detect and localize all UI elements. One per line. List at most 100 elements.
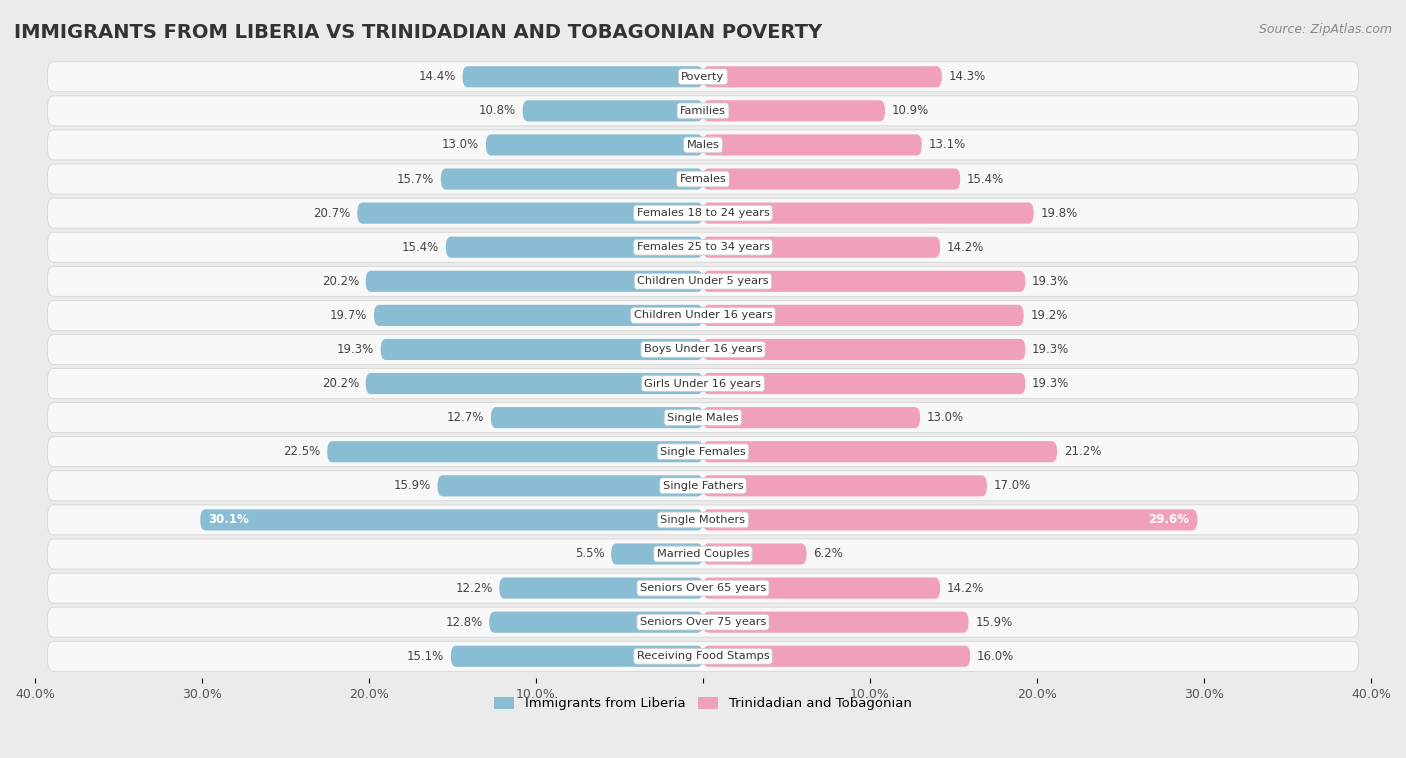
Text: Females 25 to 34 years: Females 25 to 34 years: [637, 243, 769, 252]
FancyBboxPatch shape: [48, 402, 1358, 433]
Text: 5.5%: 5.5%: [575, 547, 605, 560]
FancyBboxPatch shape: [48, 266, 1358, 296]
FancyBboxPatch shape: [703, 475, 987, 496]
FancyBboxPatch shape: [366, 373, 703, 394]
Text: 19.3%: 19.3%: [1032, 377, 1070, 390]
FancyBboxPatch shape: [48, 198, 1358, 228]
Text: IMMIGRANTS FROM LIBERIA VS TRINIDADIAN AND TOBAGONIAN POVERTY: IMMIGRANTS FROM LIBERIA VS TRINIDADIAN A…: [14, 23, 823, 42]
FancyBboxPatch shape: [703, 100, 884, 121]
FancyBboxPatch shape: [446, 236, 703, 258]
Text: 13.0%: 13.0%: [441, 139, 479, 152]
FancyBboxPatch shape: [48, 539, 1358, 569]
FancyBboxPatch shape: [328, 441, 703, 462]
FancyBboxPatch shape: [48, 232, 1358, 262]
FancyBboxPatch shape: [703, 168, 960, 190]
Text: 20.2%: 20.2%: [322, 377, 359, 390]
FancyBboxPatch shape: [48, 641, 1358, 672]
FancyBboxPatch shape: [48, 573, 1358, 603]
Text: 22.5%: 22.5%: [283, 445, 321, 459]
FancyBboxPatch shape: [486, 134, 703, 155]
Text: Girls Under 16 years: Girls Under 16 years: [644, 378, 762, 389]
Text: 19.3%: 19.3%: [336, 343, 374, 356]
FancyBboxPatch shape: [48, 368, 1358, 399]
FancyBboxPatch shape: [703, 543, 807, 565]
Text: 15.9%: 15.9%: [976, 615, 1012, 628]
FancyBboxPatch shape: [489, 612, 703, 633]
FancyBboxPatch shape: [703, 202, 1033, 224]
FancyBboxPatch shape: [703, 305, 1024, 326]
Text: Single Mothers: Single Mothers: [661, 515, 745, 525]
Text: 13.0%: 13.0%: [927, 411, 965, 424]
FancyBboxPatch shape: [366, 271, 703, 292]
Text: Poverty: Poverty: [682, 72, 724, 82]
FancyBboxPatch shape: [703, 373, 1025, 394]
Text: 15.4%: 15.4%: [402, 241, 439, 254]
Text: 6.2%: 6.2%: [813, 547, 844, 560]
Text: 10.9%: 10.9%: [891, 105, 929, 117]
Text: 12.2%: 12.2%: [456, 581, 492, 594]
Text: 10.8%: 10.8%: [479, 105, 516, 117]
FancyBboxPatch shape: [200, 509, 703, 531]
Text: Single Fathers: Single Fathers: [662, 481, 744, 491]
FancyBboxPatch shape: [441, 168, 703, 190]
FancyBboxPatch shape: [703, 66, 942, 87]
FancyBboxPatch shape: [703, 578, 941, 599]
Text: Seniors Over 65 years: Seniors Over 65 years: [640, 583, 766, 593]
FancyBboxPatch shape: [48, 471, 1358, 501]
Text: 13.1%: 13.1%: [928, 139, 966, 152]
Text: 29.6%: 29.6%: [1149, 513, 1189, 526]
Text: 15.9%: 15.9%: [394, 479, 430, 493]
FancyBboxPatch shape: [703, 134, 922, 155]
FancyBboxPatch shape: [381, 339, 703, 360]
Text: 21.2%: 21.2%: [1064, 445, 1101, 459]
Text: Boys Under 16 years: Boys Under 16 years: [644, 344, 762, 355]
FancyBboxPatch shape: [451, 646, 703, 667]
Text: 30.1%: 30.1%: [208, 513, 249, 526]
Text: Single Males: Single Males: [666, 412, 740, 423]
Text: 14.3%: 14.3%: [949, 70, 986, 83]
Text: 14.2%: 14.2%: [946, 241, 984, 254]
FancyBboxPatch shape: [357, 202, 703, 224]
Text: 20.2%: 20.2%: [322, 275, 359, 288]
Text: 19.3%: 19.3%: [1032, 343, 1070, 356]
Text: Seniors Over 75 years: Seniors Over 75 years: [640, 617, 766, 627]
FancyBboxPatch shape: [703, 407, 920, 428]
FancyBboxPatch shape: [703, 612, 969, 633]
FancyBboxPatch shape: [48, 505, 1358, 535]
FancyBboxPatch shape: [703, 236, 941, 258]
Text: Source: ZipAtlas.com: Source: ZipAtlas.com: [1258, 23, 1392, 36]
Text: 15.7%: 15.7%: [396, 173, 434, 186]
Text: Families: Families: [681, 106, 725, 116]
FancyBboxPatch shape: [703, 509, 1198, 531]
Text: 14.2%: 14.2%: [946, 581, 984, 594]
FancyBboxPatch shape: [48, 61, 1358, 92]
Text: 19.7%: 19.7%: [330, 309, 367, 322]
Text: 15.4%: 15.4%: [967, 173, 1004, 186]
FancyBboxPatch shape: [491, 407, 703, 428]
Text: 17.0%: 17.0%: [994, 479, 1031, 493]
Text: Receiving Food Stamps: Receiving Food Stamps: [637, 651, 769, 661]
Text: 19.2%: 19.2%: [1031, 309, 1067, 322]
FancyBboxPatch shape: [48, 300, 1358, 330]
FancyBboxPatch shape: [48, 334, 1358, 365]
FancyBboxPatch shape: [48, 607, 1358, 637]
Text: 16.0%: 16.0%: [977, 650, 1014, 662]
Text: Children Under 5 years: Children Under 5 years: [637, 277, 769, 287]
FancyBboxPatch shape: [703, 339, 1025, 360]
FancyBboxPatch shape: [48, 130, 1358, 160]
FancyBboxPatch shape: [703, 441, 1057, 462]
FancyBboxPatch shape: [463, 66, 703, 87]
FancyBboxPatch shape: [499, 578, 703, 599]
Text: 19.8%: 19.8%: [1040, 207, 1077, 220]
Text: Females 18 to 24 years: Females 18 to 24 years: [637, 208, 769, 218]
Text: Married Couples: Married Couples: [657, 549, 749, 559]
Text: 12.8%: 12.8%: [446, 615, 482, 628]
FancyBboxPatch shape: [48, 96, 1358, 126]
FancyBboxPatch shape: [48, 437, 1358, 467]
Text: Females: Females: [679, 174, 727, 184]
FancyBboxPatch shape: [703, 271, 1025, 292]
Text: Single Females: Single Females: [661, 446, 745, 457]
FancyBboxPatch shape: [437, 475, 703, 496]
FancyBboxPatch shape: [48, 164, 1358, 194]
Legend: Immigrants from Liberia, Trinidadian and Tobagonian: Immigrants from Liberia, Trinidadian and…: [489, 691, 917, 716]
